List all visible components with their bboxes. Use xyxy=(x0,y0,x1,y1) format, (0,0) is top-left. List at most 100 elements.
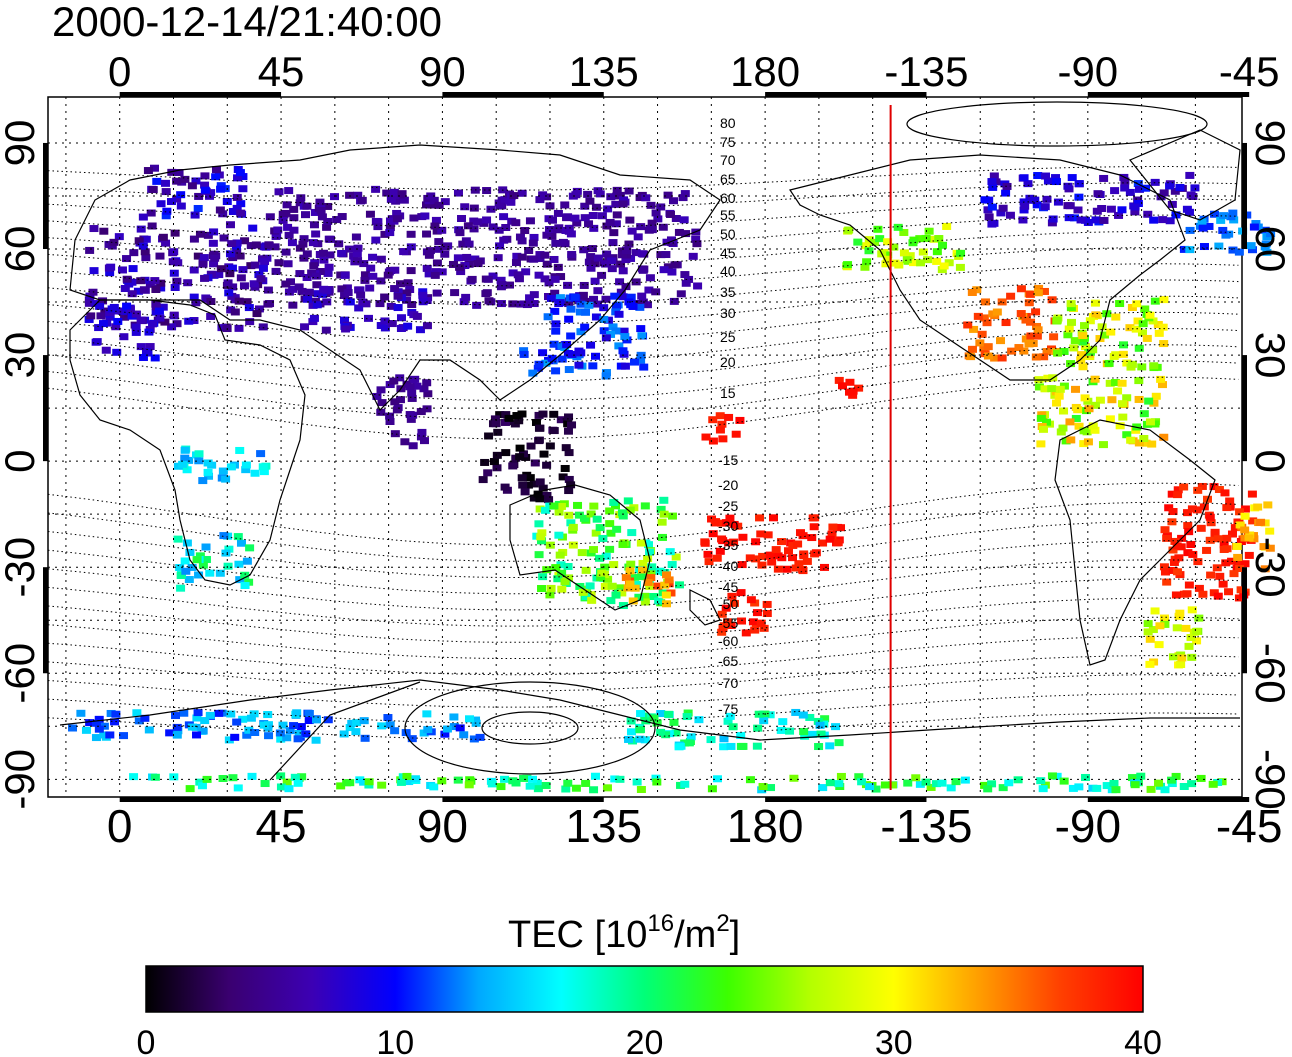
tec-pixel xyxy=(828,523,838,531)
tec-pixel xyxy=(588,212,598,220)
axis-bar xyxy=(1087,797,1250,802)
tec-pixel xyxy=(589,786,599,794)
tec-pixel xyxy=(1024,340,1034,348)
tec-pixel xyxy=(1183,509,1193,517)
tec-pixel xyxy=(608,323,618,331)
tec-pixel xyxy=(682,713,692,721)
tec-pixel xyxy=(339,730,349,738)
tec-pixel xyxy=(392,215,402,223)
tec-pixel xyxy=(202,775,212,783)
tec-pixel xyxy=(1167,776,1177,784)
tec-pixel xyxy=(1078,363,1088,371)
tec-pixel xyxy=(692,240,702,248)
tec-pixel xyxy=(1064,325,1074,333)
tec-pixel xyxy=(542,260,552,268)
contour-label: -25 xyxy=(718,498,738,514)
tec-pixel xyxy=(586,341,596,349)
tec-pixel xyxy=(704,558,714,566)
tec-pixel xyxy=(312,272,322,280)
tec-pixel xyxy=(109,238,119,246)
tec-pixel xyxy=(1248,517,1258,525)
tec-pixel xyxy=(184,317,194,325)
tec-pixel xyxy=(980,298,990,306)
tec-pixel xyxy=(931,780,941,788)
tec-pixel xyxy=(119,732,129,740)
tec-pixel xyxy=(564,366,574,374)
tec-pixel xyxy=(1193,486,1203,494)
tec-pixel xyxy=(192,556,202,564)
tec-pixel xyxy=(719,735,729,743)
tec-pixel xyxy=(228,283,238,291)
contour-label: 40 xyxy=(720,263,736,279)
tec-pixel xyxy=(195,230,205,238)
tec-pixel xyxy=(1142,334,1152,342)
tec-pixel xyxy=(1160,526,1170,534)
tec-pixel xyxy=(1063,182,1073,190)
tec-pixel xyxy=(322,223,332,231)
tec-pixel xyxy=(1078,338,1088,346)
tec-pixel xyxy=(1214,486,1224,494)
tec-pixel xyxy=(1084,405,1094,413)
tec-pixel xyxy=(282,734,292,742)
tec-pixel xyxy=(222,198,232,206)
tec-pixel xyxy=(176,202,186,210)
tec-pixel xyxy=(519,347,529,355)
tec-pixel xyxy=(980,196,990,204)
tec-pixel xyxy=(242,731,252,739)
tec-pixel xyxy=(911,774,921,782)
tec-pixel xyxy=(825,742,835,750)
tec-pixel xyxy=(635,726,645,734)
tec-pixel xyxy=(1222,534,1232,542)
tec-pixel xyxy=(1171,772,1181,780)
tec-pixel xyxy=(68,724,78,732)
tec-pixel xyxy=(669,718,679,726)
contour-line xyxy=(47,214,1239,248)
tec-pixel xyxy=(735,416,745,424)
tec-pixel xyxy=(396,314,406,322)
tec-pixel xyxy=(511,219,521,227)
tec-pixel xyxy=(708,416,718,424)
tec-pixel xyxy=(195,552,205,560)
tec-pixel xyxy=(1118,400,1128,408)
tec-pixel xyxy=(264,241,274,249)
tec-pixel xyxy=(140,248,150,256)
tec-pixel xyxy=(864,247,874,255)
tec-pixel xyxy=(1014,344,1024,352)
tec-pixel xyxy=(621,283,631,291)
contour-label: -65 xyxy=(718,653,738,669)
tec-pixel xyxy=(430,271,440,279)
tec-pixel xyxy=(637,292,647,300)
tec-pixel xyxy=(170,283,180,291)
tec-pixel xyxy=(777,538,787,546)
tec-pixel xyxy=(1139,410,1149,418)
tec-pixel xyxy=(564,511,574,519)
tec-pixel xyxy=(662,571,672,579)
tec-pixel xyxy=(194,571,204,579)
tec-pixel xyxy=(179,709,189,717)
tec-pixel xyxy=(1134,185,1144,193)
tec-pixel xyxy=(422,201,432,209)
tec-pixel xyxy=(633,299,643,307)
tec-pixel xyxy=(627,529,637,537)
tec-pixel xyxy=(626,293,636,301)
tec-pixel xyxy=(765,711,775,719)
tec-pixel xyxy=(538,349,548,357)
tec-pixel xyxy=(1244,551,1254,559)
tec-pixel xyxy=(680,190,690,198)
contour-line xyxy=(47,616,1239,659)
tec-pixel xyxy=(882,255,892,263)
tec-pixel xyxy=(453,189,463,197)
tec-pixel xyxy=(111,710,121,718)
tec-pixel xyxy=(332,216,342,224)
tec-pixel xyxy=(712,775,722,783)
tec-pixel xyxy=(568,523,578,531)
tec-pixel xyxy=(533,785,543,793)
tec-pixel xyxy=(351,233,361,241)
tec-pixel xyxy=(661,731,671,739)
tec-pixel xyxy=(1091,216,1101,224)
tec-pixel xyxy=(400,438,410,446)
tec-pixel xyxy=(1192,637,1202,645)
tec-pixel xyxy=(539,450,549,458)
contour-label: 50 xyxy=(720,226,736,242)
tec-pixel xyxy=(771,546,781,554)
